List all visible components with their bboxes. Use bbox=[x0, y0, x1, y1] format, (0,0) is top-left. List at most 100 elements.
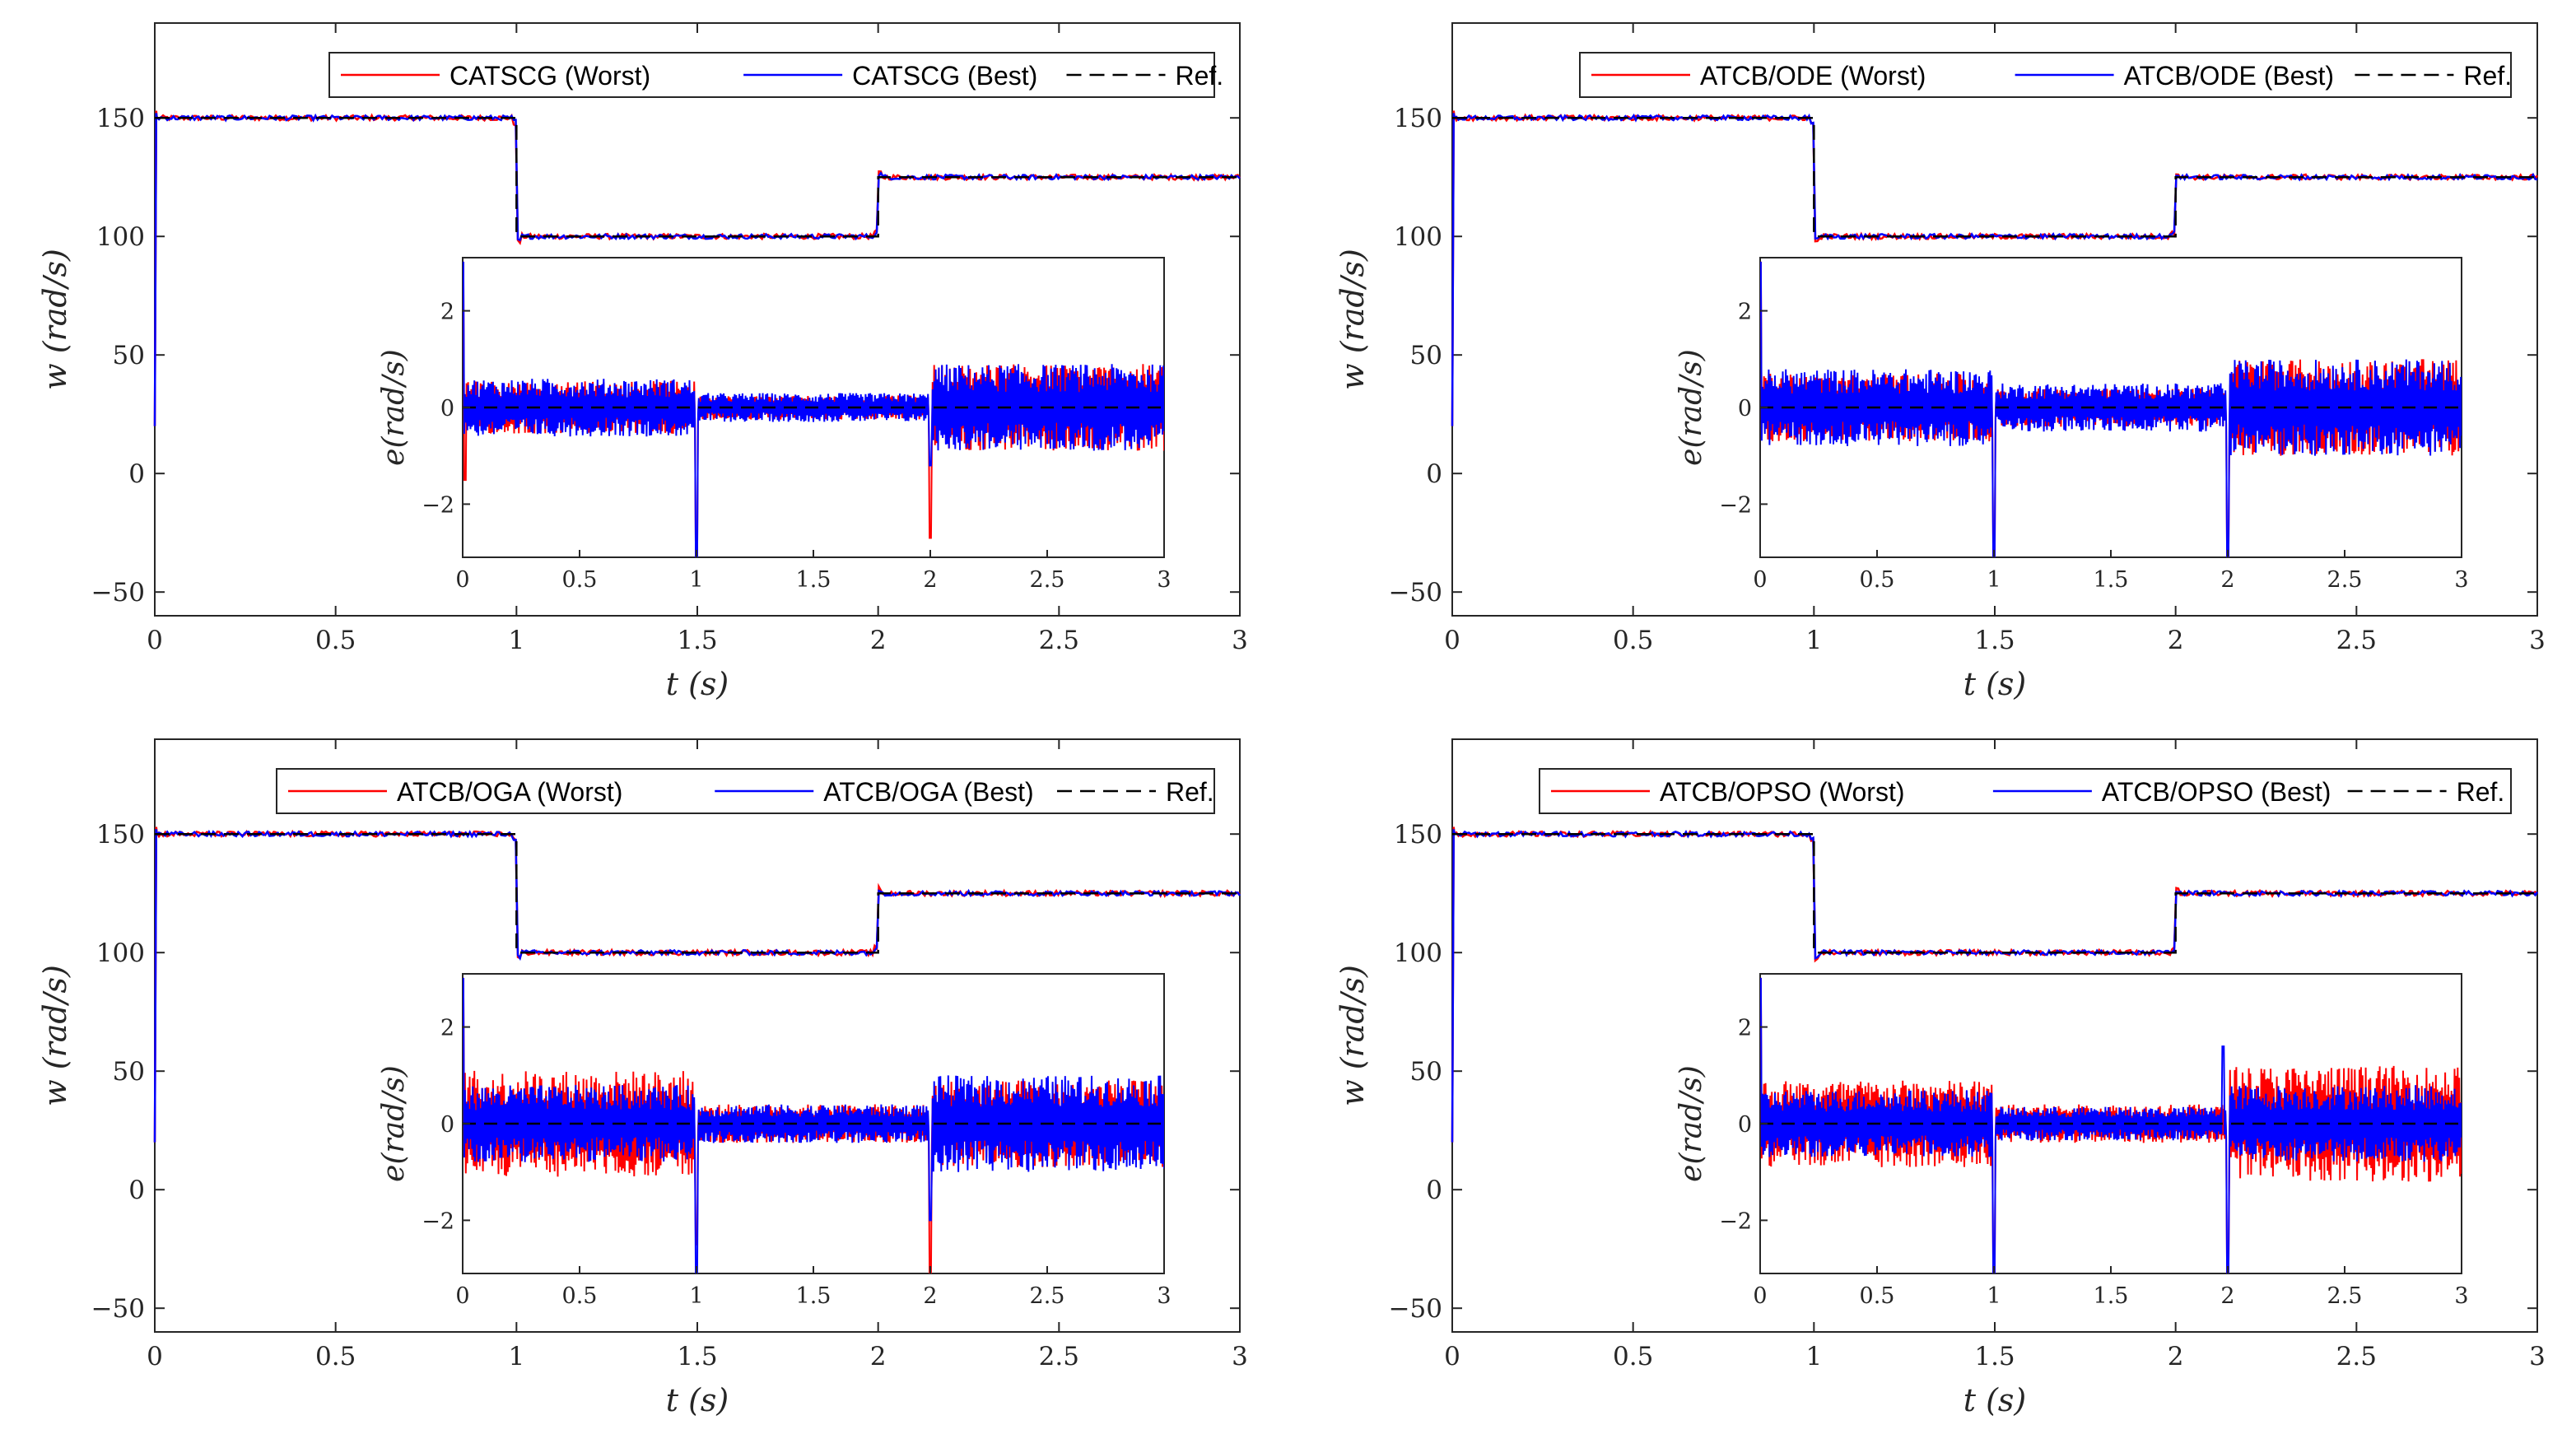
x-tick-label: 1 bbox=[1805, 626, 1822, 655]
inset-chart: 0 0.5 1 1.5 2 2.5 3 −2 0 2 e(rad/s) bbox=[377, 973, 1172, 1309]
y-tick-label: −50 bbox=[1389, 1294, 1442, 1324]
x-tick-label: 3 bbox=[1232, 1342, 1248, 1371]
x-tick-label: 0.5 bbox=[1613, 626, 1653, 655]
x-tick-label: 1 bbox=[508, 1342, 524, 1371]
x-tick-label: 2.5 bbox=[1039, 626, 1079, 655]
inset-y-tick-label: −2 bbox=[1719, 1208, 1752, 1234]
x-tick-label: 2 bbox=[870, 626, 887, 655]
inset-x-tick-label: 0.5 bbox=[1860, 567, 1895, 593]
x-tick-label: 0 bbox=[1444, 1342, 1460, 1371]
legend-label-ref: Ref. bbox=[1166, 777, 1214, 807]
y-tick-label: 100 bbox=[96, 222, 145, 252]
inset-series-best-line bbox=[463, 977, 1164, 1273]
inset-x-tick-label: 3 bbox=[1157, 1283, 1171, 1309]
inset-x-tick-label: 2.5 bbox=[2327, 567, 2363, 593]
inset-x-tick-label: 1.5 bbox=[2094, 567, 2129, 593]
x-axis-label: t (s) bbox=[1963, 666, 2027, 702]
inset-x-tick-label: 1.5 bbox=[796, 567, 831, 593]
x-tick-label: 0 bbox=[1444, 626, 1460, 655]
x-axis-label: t (s) bbox=[666, 666, 729, 702]
legend-label-worst: ATCB/ODE (Worst) bbox=[1700, 61, 1926, 91]
inset-x-tick-label: 1 bbox=[689, 567, 703, 593]
inset-x-tick-label: 3 bbox=[2454, 1283, 2468, 1309]
y-tick-label: 0 bbox=[128, 459, 145, 489]
inset-chart: 0 0.5 1 1.5 2 2.5 3 −2 0 2 e(rad/s) bbox=[1675, 257, 2469, 593]
inset-x-tick-label: 3 bbox=[2454, 567, 2468, 593]
inset-y-tick-label: 0 bbox=[440, 1112, 454, 1138]
inset-y-tick-label: 0 bbox=[1738, 396, 1752, 421]
inset-y-axis-label: e(rad/s) bbox=[377, 1065, 411, 1182]
inset-y-tick-label: 2 bbox=[1738, 1016, 1752, 1041]
x-tick-label: 1.5 bbox=[1974, 1342, 2015, 1371]
inset-chart: 0 0.5 1 1.5 2 2.5 3 −2 0 2 e(rad/s) bbox=[1675, 973, 2469, 1309]
legend-label-best: ATCB/OPSO (Best) bbox=[2102, 777, 2331, 807]
inset-x-tick-label: 0 bbox=[1753, 567, 1767, 593]
legend-label-worst: CATSCG (Worst) bbox=[450, 61, 650, 91]
inset-y-tick-label: 2 bbox=[440, 1016, 454, 1041]
legend: ATCB/OPSO (Worst) ATCB/OPSO (Best) Ref. bbox=[1539, 768, 2512, 814]
y-tick-label: −50 bbox=[91, 1294, 145, 1324]
inset-y-tick-label: −2 bbox=[422, 492, 454, 518]
y-tick-label: 0 bbox=[1426, 1176, 1442, 1205]
x-tick-label: 2 bbox=[2168, 1342, 2184, 1371]
x-tick-label: 0 bbox=[147, 1342, 163, 1371]
x-tick-label: 0 bbox=[147, 626, 163, 655]
series-best-line bbox=[153, 113, 1241, 426]
x-tick-label: 0.5 bbox=[315, 1342, 356, 1371]
legend: ATCB/ODE (Worst) ATCB/ODE (Best) Ref. bbox=[1579, 52, 2512, 98]
inset-x-tick-label: 1 bbox=[1987, 1283, 2001, 1309]
y-tick-label: 50 bbox=[113, 1057, 145, 1087]
inset-y-tick-label: −2 bbox=[1719, 492, 1752, 518]
inset-series-best-line bbox=[463, 261, 1164, 557]
x-tick-label: 2.5 bbox=[2336, 1342, 2377, 1371]
y-tick-label: 150 bbox=[1394, 820, 1442, 850]
inset-x-tick-label: 2.5 bbox=[2327, 1283, 2363, 1309]
x-tick-label: 1 bbox=[508, 626, 524, 655]
x-tick-label: 1 bbox=[1805, 1342, 1822, 1371]
legend-label-ref: Ref. bbox=[2463, 61, 2512, 91]
x-tick-label: 2 bbox=[2168, 626, 2184, 655]
inset-series-best-line bbox=[1760, 261, 2462, 557]
legend: CATSCG (Worst) CATSCG (Best) Ref. bbox=[328, 52, 1224, 98]
x-axis-label: t (s) bbox=[1963, 1382, 2027, 1418]
inset-y-axis-label: e(rad/s) bbox=[1675, 349, 1708, 466]
inset-x-tick-label: 1.5 bbox=[796, 1283, 831, 1309]
legend-label-best: CATSCG (Best) bbox=[852, 61, 1037, 91]
inset-y-tick-label: 0 bbox=[440, 396, 454, 421]
y-tick-label: −50 bbox=[1389, 578, 1442, 608]
x-tick-label: 1.5 bbox=[677, 626, 717, 655]
inset-x-tick-label: 2 bbox=[2220, 567, 2234, 593]
y-tick-label: 150 bbox=[96, 104, 145, 133]
inset-x-tick-label: 0.5 bbox=[562, 1283, 598, 1309]
legend-label-best: ATCB/OGA (Best) bbox=[823, 777, 1033, 807]
inset-x-tick-label: 0.5 bbox=[562, 567, 598, 593]
y-tick-label: 100 bbox=[1394, 938, 1442, 968]
inset-chart: 0 0.5 1 1.5 2 2.5 3 −2 0 2 e(rad/s) bbox=[377, 257, 1172, 593]
x-tick-label: 2 bbox=[870, 1342, 887, 1371]
inset-x-tick-label: 1 bbox=[689, 1283, 703, 1309]
series-ref-line bbox=[155, 832, 1240, 954]
inset-y-axis-label: e(rad/s) bbox=[377, 349, 411, 466]
legend-label-worst: ATCB/OGA (Worst) bbox=[397, 777, 622, 807]
legend-label-worst: ATCB/OPSO (Worst) bbox=[1660, 777, 1905, 807]
x-tick-label: 1.5 bbox=[677, 1342, 717, 1371]
inset-x-tick-label: 2 bbox=[923, 1283, 937, 1309]
x-tick-label: 3 bbox=[2529, 1342, 2546, 1371]
y-tick-label: 150 bbox=[96, 820, 145, 850]
y-tick-label: 50 bbox=[1410, 1057, 1442, 1087]
inset-x-tick-label: 2 bbox=[2220, 1283, 2234, 1309]
x-tick-label: 3 bbox=[2529, 626, 2546, 655]
x-axis-label: t (s) bbox=[666, 1382, 729, 1418]
inset-x-tick-label: 2.5 bbox=[1030, 1283, 1065, 1309]
series-ref-line bbox=[1452, 116, 2537, 238]
y-tick-label: 0 bbox=[1426, 459, 1442, 489]
inset-x-tick-label: 1.5 bbox=[2094, 1283, 2129, 1309]
series-best-line bbox=[1451, 113, 2538, 426]
inset-x-tick-label: 0 bbox=[1753, 1283, 1767, 1309]
x-tick-label: 0.5 bbox=[1613, 1342, 1653, 1371]
inset-x-tick-label: 3 bbox=[1157, 567, 1171, 593]
legend-label-ref: Ref. bbox=[1176, 61, 1224, 91]
x-tick-label: 1.5 bbox=[1974, 626, 2015, 655]
x-tick-label: 2.5 bbox=[1039, 1342, 1079, 1371]
